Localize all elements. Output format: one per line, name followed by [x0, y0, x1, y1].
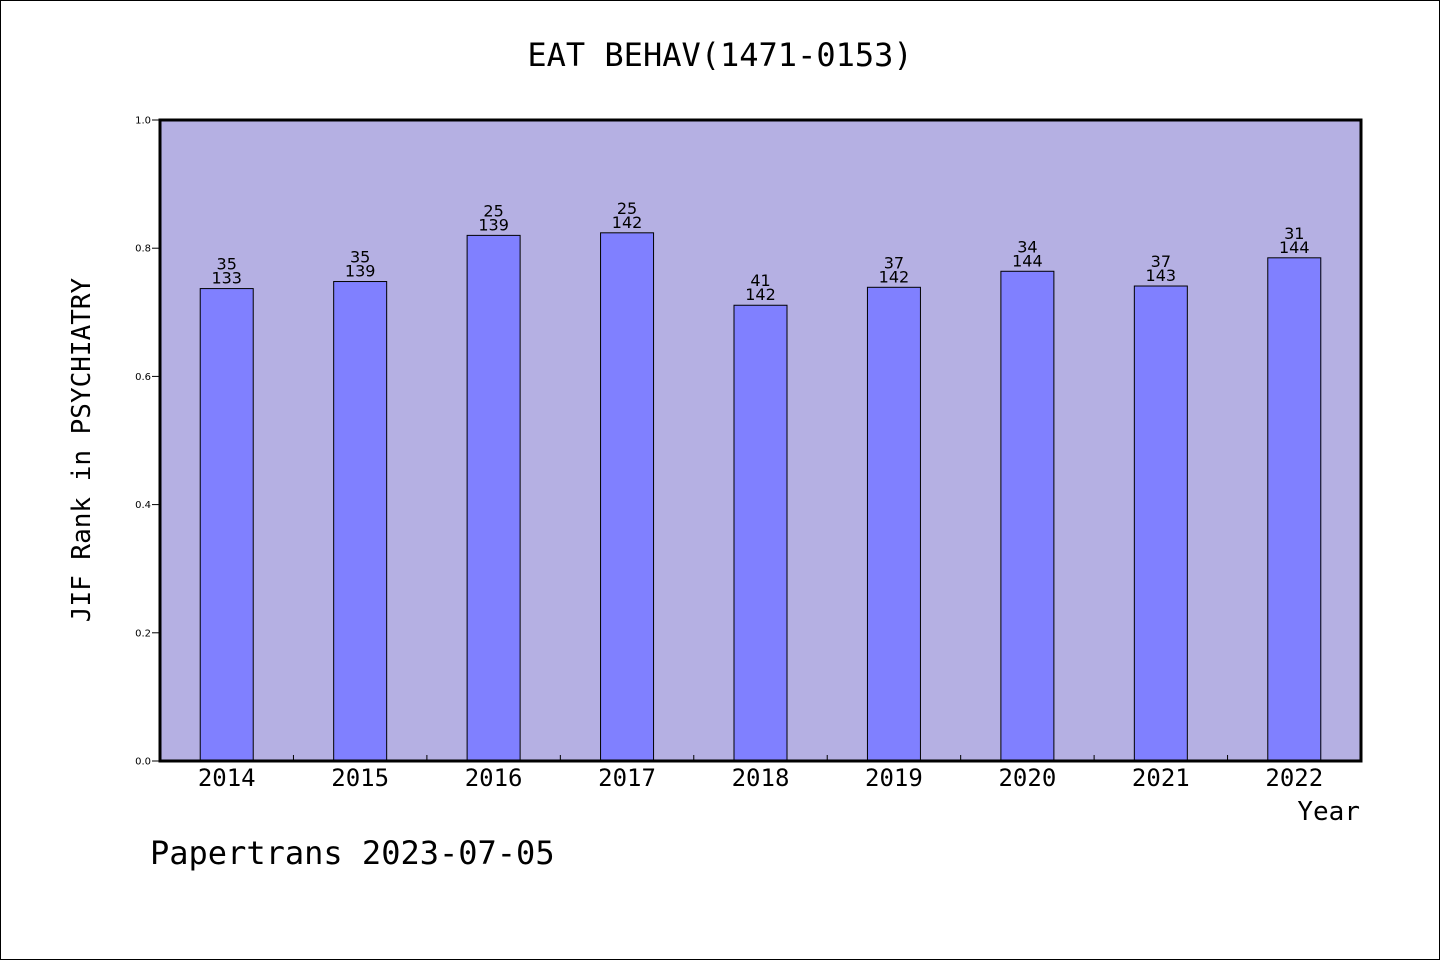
x-tick-label: 2016: [465, 764, 523, 792]
bar-rank-label: 35: [350, 248, 370, 267]
y-tick-label: 0.8: [135, 244, 151, 255]
bar-rank-label: 31: [1284, 224, 1304, 243]
bar-total-label: 139: [345, 262, 376, 281]
bar-total-label: 142: [745, 285, 776, 304]
chart-title: EAT BEHAV(1471-0153): [527, 36, 912, 74]
bar: [333, 281, 388, 762]
bar: [1000, 270, 1055, 762]
y-axis-label: JIF Rank in PSYCHIATRY: [67, 277, 97, 622]
bar-rank-label: 35: [217, 255, 237, 274]
x-axis: 2014 2015 2016 2017 2018 2019 2020 2021 2022: [198, 755, 1323, 792]
bar-total-label: 142: [879, 267, 910, 286]
x-tick-label: 2021: [1132, 764, 1190, 792]
x-tick-label: 2014: [198, 764, 256, 792]
x-tick-label: 2022: [1265, 764, 1323, 792]
bar-rank-label: 41: [750, 271, 770, 290]
footer-text: Papertrans 2023-07-05: [150, 834, 555, 872]
y-axis: 0.0 0.2 0.4 0.6 0.8 1.0: [135, 116, 160, 768]
x-tick-label: 2018: [732, 764, 790, 792]
bar: [733, 304, 788, 762]
y-tick-label: 0.6: [135, 372, 151, 383]
y-tick-label: 0.4: [135, 500, 151, 511]
bar-rank-label: 25: [617, 199, 637, 218]
y-tick-label: 0.0: [135, 757, 151, 768]
bar-total-label: 139: [478, 215, 509, 234]
bar-total-label: 142: [612, 213, 643, 232]
bar: [1267, 257, 1322, 762]
bar: [866, 286, 921, 762]
bar-rank-label: 25: [483, 201, 503, 220]
bar: [1133, 285, 1188, 762]
bar-rank-label: 37: [884, 253, 904, 272]
x-tick-label: 2015: [331, 764, 389, 792]
x-tick-label: 2017: [598, 764, 656, 792]
bar: [199, 288, 254, 762]
plot-border: [158, 118, 1363, 763]
bar-total-label: 144: [1279, 238, 1310, 257]
bars: [199, 232, 1322, 762]
y-tick-label: 0.2: [135, 628, 151, 639]
x-axis-label: Year: [1297, 797, 1360, 827]
bar-rank-label: 34: [1017, 237, 1037, 256]
bar-total-label: 143: [1146, 266, 1177, 285]
x-tick-label: 2020: [998, 764, 1056, 792]
bar: [600, 232, 655, 762]
bar-total-label: 144: [1012, 251, 1043, 270]
bar-total-label: 133: [211, 269, 242, 288]
y-tick-label: 1.0: [135, 116, 151, 127]
x-tick-label: 2019: [865, 764, 923, 792]
bar-rank-label: 37: [1151, 252, 1171, 271]
bar: [466, 234, 521, 762]
